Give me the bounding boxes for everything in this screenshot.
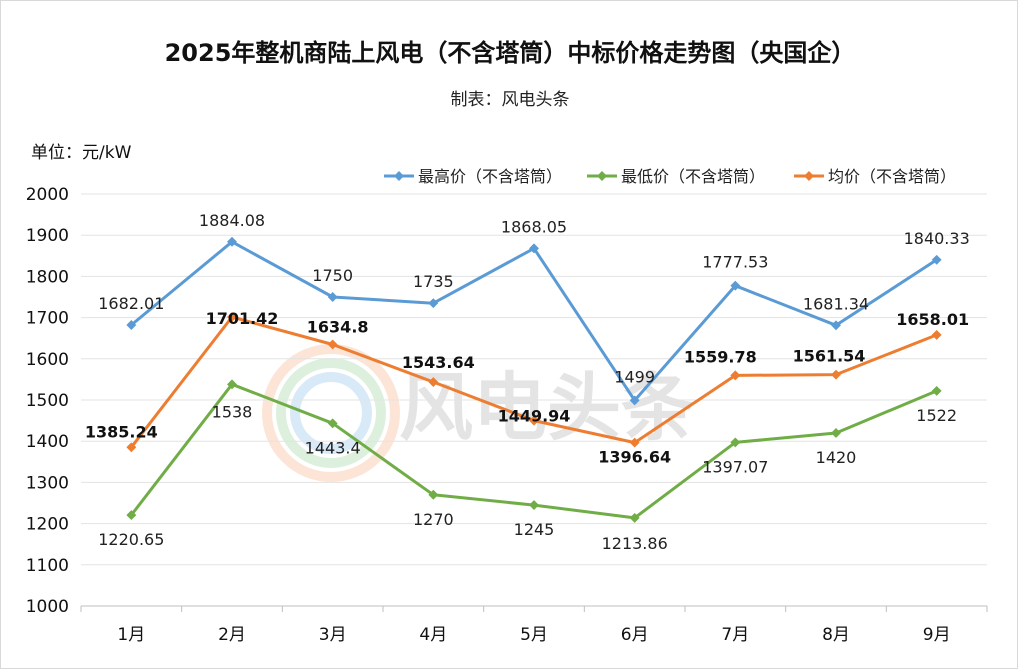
data-label: 1561.54 [793, 347, 866, 366]
y-tick-label: 1700 [26, 309, 69, 329]
x-tick-label: 8月 [822, 625, 850, 645]
data-label: 1220.65 [98, 530, 164, 549]
y-tick-label: 1800 [26, 267, 69, 287]
data-point [428, 377, 439, 387]
x-tick-label: 5月 [520, 625, 548, 645]
data-point [327, 292, 338, 302]
data-point [931, 385, 942, 396]
gridlines [81, 193, 987, 607]
data-point [529, 415, 539, 426]
y-tick-label: 1100 [26, 556, 69, 576]
y-tick-label: 1000 [26, 597, 69, 617]
data-point [327, 339, 338, 350]
data-label: 1868.05 [501, 217, 567, 236]
y-tick-label: 1200 [26, 515, 69, 535]
series-lines [126, 236, 942, 523]
data-label: 1270 [413, 510, 454, 529]
x-tick-label: 4月 [419, 625, 447, 645]
data-label: 1735 [413, 272, 454, 291]
data-point [629, 512, 640, 523]
legend-label: 最低价（不含塔筒） [621, 167, 765, 186]
data-label: 1499 [614, 367, 655, 386]
data-label: 1750 [312, 266, 353, 285]
y-tick-label: 1300 [26, 473, 69, 493]
legend-label: 均价（不含塔筒） [828, 167, 956, 186]
data-label: 1559.78 [684, 347, 757, 366]
data-label: 1522 [916, 406, 957, 425]
data-label: 1245 [514, 520, 555, 539]
data-point [428, 298, 439, 309]
data-point [629, 395, 640, 406]
data-label: 1682.01 [98, 294, 164, 313]
y-axis-ticks: 1000 1100 1200 1300 1400 1500 1600 1700 1800 1900… [26, 185, 69, 617]
y-axis-unit: 单位：元/kW [31, 143, 132, 163]
chart-subtitle: 制表：风电头条 [451, 90, 570, 110]
data-point [831, 369, 841, 380]
data-point [428, 489, 439, 500]
data-point [529, 500, 539, 511]
x-tick-label: 6月 [621, 625, 649, 645]
watermark: 风电头条 [262, 344, 695, 482]
data-label: 1543.64 [402, 353, 475, 372]
data-point [931, 254, 942, 265]
y-tick-label: 1900 [26, 226, 69, 246]
data-point [629, 437, 640, 448]
chart-title: 2025年整机商陆上风电（不含塔筒）中标价格走势图（央国企） [165, 39, 856, 67]
x-tick-label: 1月 [117, 625, 145, 645]
data-point [831, 428, 841, 438]
data-label: 1538 [212, 402, 253, 421]
data-point [227, 236, 237, 247]
y-tick-label: 1600 [26, 350, 69, 370]
data-label: 1658.01 [896, 310, 969, 329]
legend-marker [804, 171, 814, 181]
data-point [327, 418, 338, 429]
data-label: 1701.42 [206, 309, 279, 328]
data-label: 1634.8 [307, 317, 369, 336]
x-axis-ticks: 1月 2月 3月 4月 5月 6月 7月 8月 9月 [80, 606, 988, 645]
x-tick-label: 2月 [218, 625, 246, 645]
data-label: 1449.94 [498, 407, 571, 426]
data-label: 1884.08 [199, 211, 265, 230]
x-tick-label: 3月 [319, 625, 347, 645]
data-point [931, 329, 942, 340]
legend-label: 最高价（不含塔筒） [418, 167, 562, 186]
data-point [529, 243, 539, 254]
x-tick-label: 7月 [721, 625, 749, 645]
data-label: 1396.64 [598, 448, 671, 467]
y-tick-label: 1400 [26, 432, 69, 452]
data-label: 1443.4 [305, 438, 361, 457]
y-tick-label: 2000 [26, 185, 69, 205]
data-point [126, 320, 137, 330]
y-tick-label: 1500 [26, 391, 69, 411]
data-label: 1397.07 [702, 457, 768, 476]
x-tick-label: 9月 [923, 625, 951, 645]
data-point [227, 312, 237, 322]
data-label: 1681.34 [803, 294, 869, 313]
data-label: 1420 [816, 448, 857, 467]
legend-marker [597, 171, 607, 181]
data-point [126, 442, 137, 453]
data-point [831, 320, 841, 331]
data-label: 1840.33 [904, 229, 970, 248]
data-point [730, 437, 741, 448]
data-point [730, 370, 741, 381]
legend: 最高价（不含塔筒） 最低价（不含塔筒） 均价（不含塔筒） [384, 167, 956, 186]
data-point [730, 280, 741, 291]
data-labels: 1682.01 1884.08 1750 1735 1868.05 1499 1777.53… [85, 211, 970, 553]
data-label: 1213.86 [602, 534, 668, 553]
watermark-logo [262, 344, 400, 482]
data-point [227, 379, 237, 390]
data-label: 1777.53 [702, 253, 768, 272]
data-label: 1385.24 [85, 422, 158, 441]
legend-marker [394, 171, 404, 181]
